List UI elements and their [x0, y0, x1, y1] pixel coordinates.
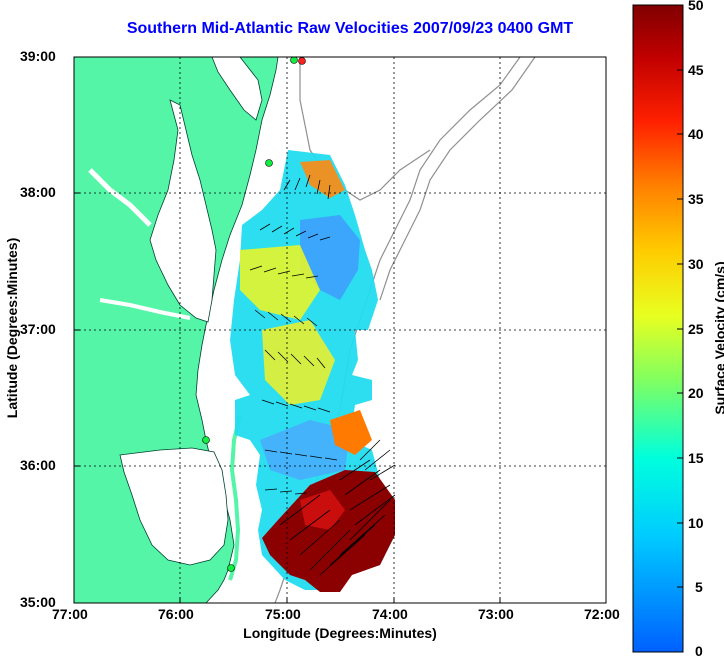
- velocity-field: [230, 150, 396, 592]
- x-tick-label: 72:00: [584, 606, 620, 622]
- colorbar-tick-label: 40: [688, 126, 704, 142]
- colorbar-tick-label: 30: [688, 256, 704, 272]
- james-river: [99, 298, 191, 320]
- velocity-region-blue-2: [260, 420, 350, 480]
- velocity-region-darkred: [262, 470, 395, 592]
- velocity-region-yellow-2: [262, 320, 335, 405]
- velocity-region-orange: [300, 160, 345, 198]
- x-axis-label: Longitude (Degrees:Minutes): [243, 625, 437, 641]
- x-tick-label: 75:00: [265, 606, 301, 622]
- station-marker: [290, 57, 298, 64]
- y-tick-label: 38:00: [20, 184, 56, 200]
- potomac-river: [88, 168, 152, 227]
- y-tick-label: 37:00: [20, 321, 56, 337]
- colorbar-tick-label: 20: [688, 385, 704, 401]
- station-marker: [227, 564, 235, 572]
- x-tick-label: 74:00: [372, 606, 408, 622]
- axis-tick-marks: [74, 192, 501, 603]
- colorbar-tick-label: 50: [688, 0, 704, 13]
- pamlico-sound: [119, 447, 229, 566]
- colorbar-tick-label: 35: [688, 191, 704, 207]
- chart-title: Southern Mid-Atlantic Raw Velocities 200…: [126, 20, 574, 37]
- chesapeake-bay: [149, 99, 217, 323]
- colorbar-tick-label: 15: [688, 450, 704, 466]
- radar-stations: [202, 57, 306, 572]
- colorbar-tick-marks: [677, 4, 683, 588]
- colorbar-tick-label: 0: [695, 643, 703, 659]
- station-marker: [265, 159, 273, 167]
- x-tick-label: 73:00: [478, 606, 514, 622]
- velocity-region-yellow: [240, 245, 320, 320]
- velocity-region-orange-2: [330, 410, 372, 455]
- y-tick-label: 36:00: [20, 457, 56, 473]
- station-marker: [202, 436, 210, 444]
- x-tick-label: 76:00: [158, 606, 194, 622]
- colorbar-tick-label: 5: [695, 579, 703, 595]
- velocity-vectors: [249, 174, 396, 576]
- velocity-region-red: [300, 490, 345, 530]
- colorbar-tick-label: 45: [688, 62, 704, 78]
- colorbar-tick-label: 25: [688, 321, 704, 337]
- grid-lines: [74, 57, 606, 603]
- y-tick-label: 39:00: [20, 48, 56, 64]
- barrier-island: [228, 414, 242, 581]
- x-tick-label: 77:00: [52, 606, 88, 622]
- y-tick-label: 35:00: [20, 594, 56, 610]
- station-marker: [298, 57, 306, 65]
- delaware-bay: [211, 57, 263, 121]
- y-axis-label: Latitude (Degrees:Minutes): [4, 237, 20, 419]
- colorbar-tick-label: 10: [688, 515, 704, 531]
- colorbar: [632, 4, 684, 653]
- colorbar-label: Surface Velocity (cm/s): [712, 261, 724, 415]
